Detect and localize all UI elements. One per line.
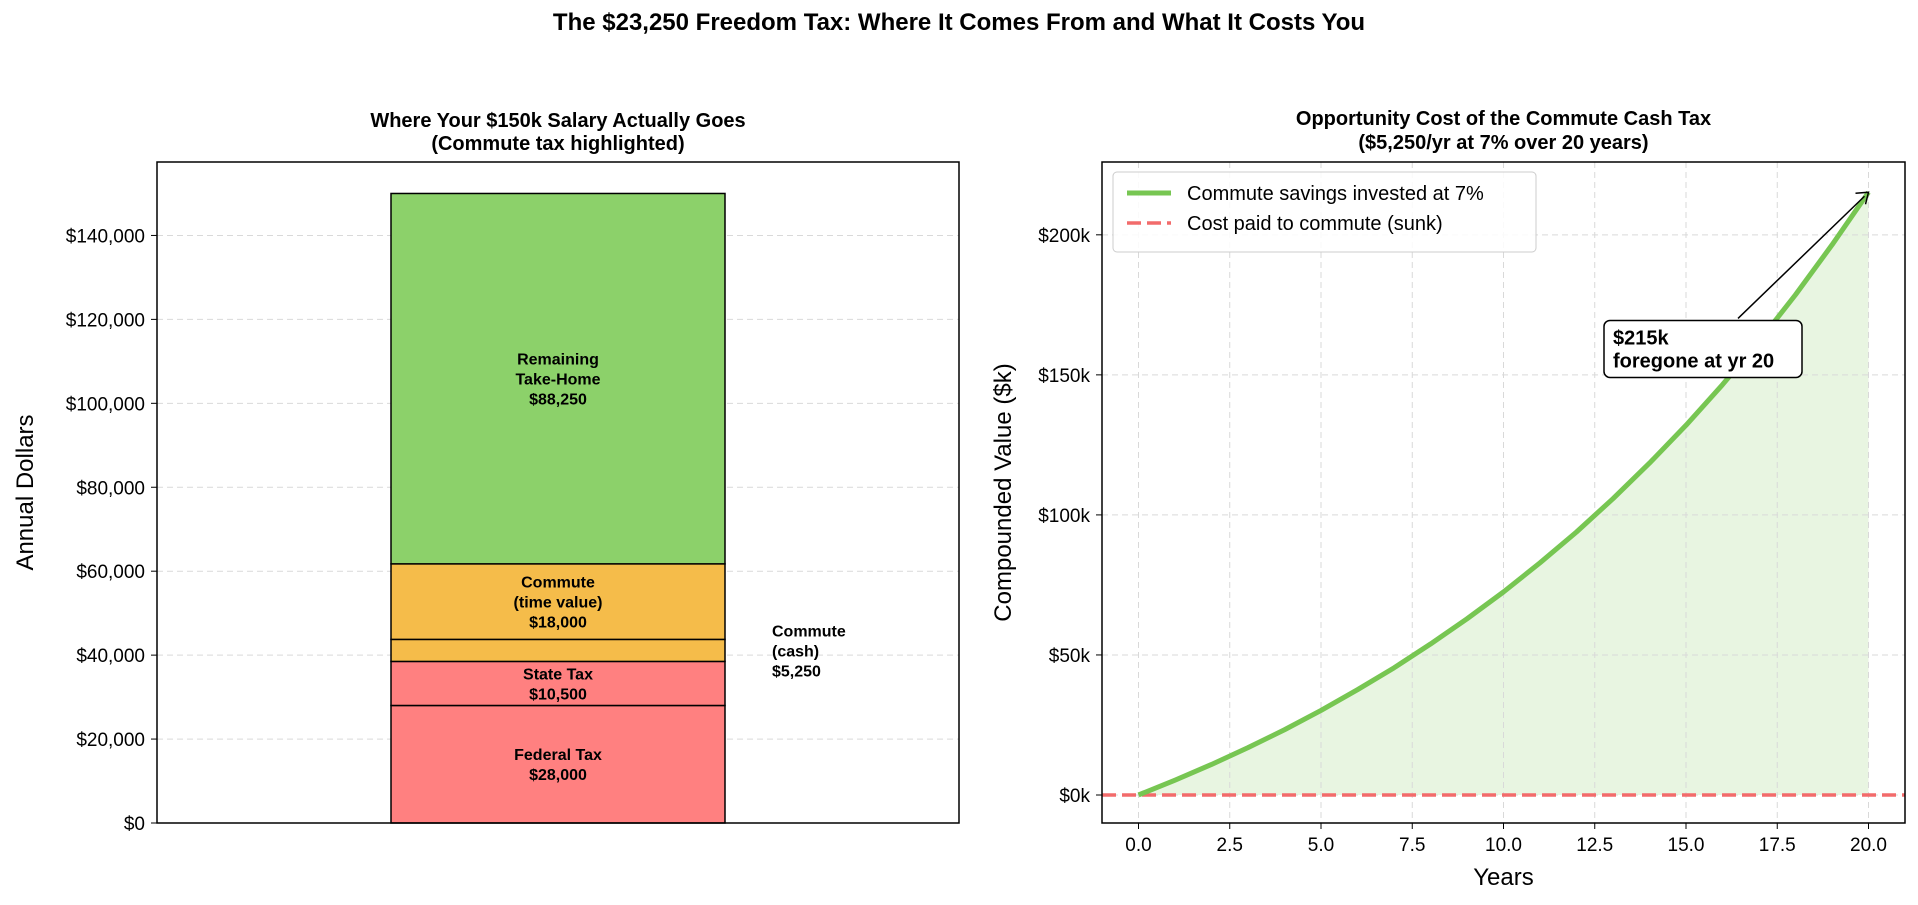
bar-label-state-tax: State Tax $10,500 [523,666,593,703]
legend-label-sunk-cost: Cost paid to commute (sunk) [1187,213,1443,235]
plot-frame [156,161,960,824]
y-tick-label: $100,000 [66,394,145,415]
bar-segment-federal-tax [390,704,726,824]
y-axis-label: Compounded Value ($k) [990,363,1017,621]
bar-label-remaining-take-home: Remaining Take-Home $88,250 [515,352,600,409]
x-tick-label: 10.0 [1485,835,1522,856]
bar-segment-remaining-take-home [390,192,726,565]
x-tick-label: 12.5 [1576,835,1613,856]
y-axis-label: Annual Dollars [12,414,39,570]
y-tick-label: $0 [124,814,145,835]
y-tick-label: $120,000 [66,310,145,331]
chart-title: Where Your $150k Salary Actually Goes [370,110,745,132]
bar-segment-state-tax [390,660,726,707]
annotation-arrow-line [1737,195,1866,319]
y-tick-label: $40,000 [76,646,145,667]
chart-subtitle: ($5,250/yr at 7% over 20 years) [1358,132,1648,154]
chart-title: Opportunity Cost of the Commute Cash Tax [1296,108,1711,130]
x-tick-label: 17.5 [1759,835,1796,856]
bar-label-commute-time-value: Commute (time value) $18,000 [514,575,603,632]
y-tick-label: $20,000 [76,730,145,751]
y-tick-label: $150k [1038,366,1090,387]
y-tick-label: $50k [1049,646,1091,667]
y-tick-label: $140,000 [66,226,145,247]
x-tick-label: 0.0 [1125,835,1151,856]
y-tick-label: $100k [1038,506,1090,527]
annotation-arrow-head [1855,191,1870,205]
y-tick-label: $200k [1038,226,1090,247]
y-tick-label: $80,000 [76,478,145,499]
legend-label-savings: Commute savings invested at 7% [1187,183,1484,205]
chart-subtitle: (Commute tax highlighted) [431,133,684,155]
y-tick-label: $60,000 [76,562,145,583]
annotation-text: $215k foregone at yr 20 [1613,327,1774,372]
annotation-box [1603,319,1803,379]
x-tick-label: 2.5 [1217,835,1243,856]
figure-title: The $23,250 Freedom Tax: Where It Comes … [552,9,1366,36]
bar-label-federal-tax: Federal Tax $28,000 [514,747,602,784]
x-tick-label: 7.5 [1399,835,1425,856]
y-tick-label: $0k [1059,786,1090,807]
x-tick-label: 15.0 [1668,835,1705,856]
x-axis-label: Years [1473,864,1534,891]
bar-label-commute-cash: Commute (cash) $5,250 [772,623,846,680]
x-tick-label: 5.0 [1308,835,1334,856]
x-tick-label: 20.0 [1850,835,1887,856]
legend-box [1112,171,1537,253]
